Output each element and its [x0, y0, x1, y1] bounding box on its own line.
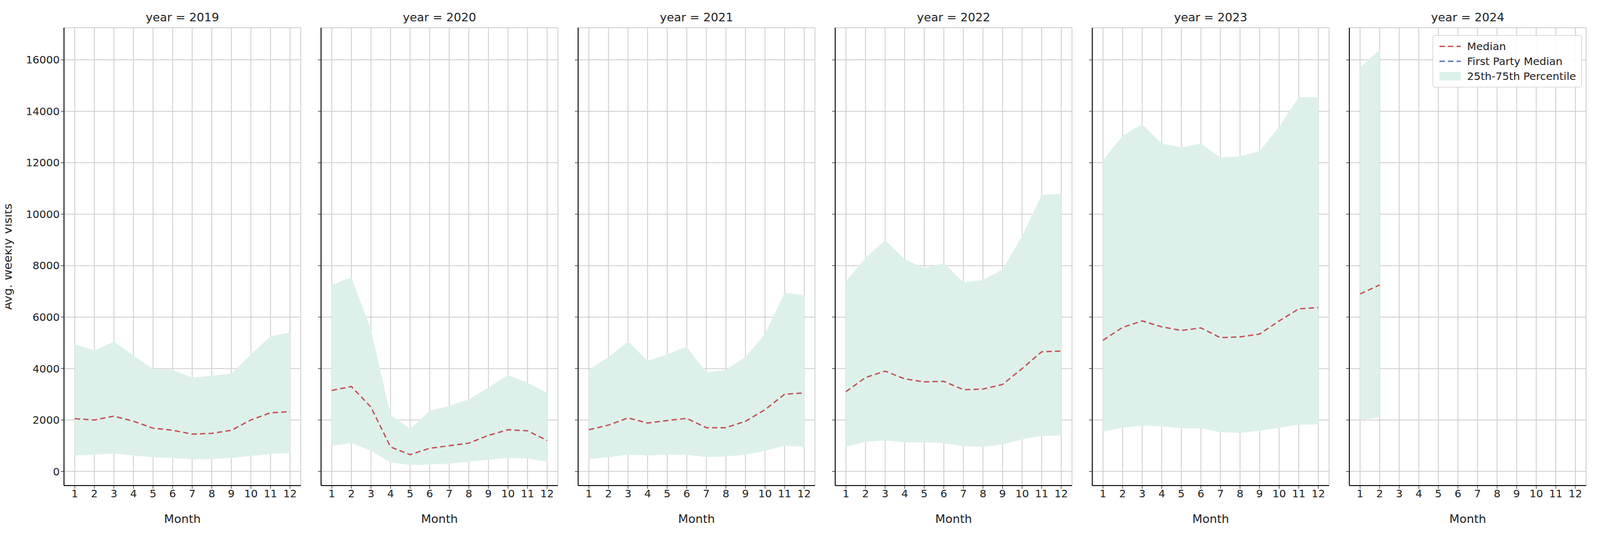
svg-text:5: 5 — [1435, 487, 1443, 501]
svg-text:3: 3 — [881, 487, 889, 501]
svg-text:6: 6 — [683, 487, 691, 501]
svg-text:3: 3 — [110, 487, 118, 501]
svg-text:9: 9 — [484, 487, 492, 501]
svg-text:Month: Month — [421, 512, 459, 526]
svg-text:12: 12 — [1568, 487, 1582, 501]
html-text:year = 2020: year = 2020 — [402, 10, 477, 24]
svg-text:3: 3 — [1138, 487, 1146, 501]
svg-text:3: 3 — [624, 487, 632, 501]
svg-text:8: 8 — [208, 487, 216, 501]
svg-text:11: 11 — [777, 487, 791, 501]
svg-text:8: 8 — [1236, 487, 1244, 501]
svg-text:0: 0 — [52, 465, 60, 479]
html-text:year = 2021: year = 2021 — [659, 10, 734, 24]
svg-text:7: 7 — [188, 487, 196, 501]
svg-text:2: 2 — [348, 487, 356, 501]
svg-text:11: 11 — [520, 487, 534, 501]
svg-text:9: 9 — [1513, 487, 1520, 501]
svg-text:2: 2 — [1376, 487, 1384, 501]
svg-text:2: 2 — [862, 487, 870, 501]
svg-text:6: 6 — [940, 487, 948, 501]
svg-text:2: 2 — [1119, 487, 1127, 501]
svg-text:4: 4 — [901, 487, 909, 501]
svg-text:9: 9 — [1256, 487, 1263, 501]
html-text:Median: Median — [1467, 40, 1506, 53]
svg-text:1: 1 — [585, 487, 593, 501]
svg-text:8: 8 — [979, 487, 987, 501]
svg-text:2: 2 — [91, 487, 99, 501]
svg-text:1: 1 — [1099, 487, 1107, 501]
svg-text:6: 6 — [1197, 487, 1205, 501]
svg-text:2000: 2000 — [32, 413, 60, 427]
html-text:year = 2019: year = 2019 — [145, 10, 220, 24]
svg-text:7: 7 — [1217, 487, 1224, 501]
svg-text:10: 10 — [1529, 487, 1543, 501]
svg-text:7: 7 — [702, 487, 710, 501]
svg-text:4: 4 — [130, 487, 138, 501]
svg-text:12000: 12000 — [25, 156, 60, 170]
svg-text:11: 11 — [1034, 487, 1048, 501]
html-text:year = 2024: year = 2024 — [1431, 10, 1505, 24]
svg-text:7: 7 — [445, 487, 453, 501]
svg-text:Month: Month — [1192, 512, 1230, 526]
svg-text:Avg. Weekly Visits: Avg. Weekly Visits — [5, 203, 15, 310]
svg-text:8: 8 — [465, 487, 473, 501]
svg-text:4: 4 — [1158, 487, 1166, 501]
svg-text:Month: Month — [935, 512, 973, 526]
svg-text:3: 3 — [1395, 487, 1403, 501]
svg-text:11: 11 — [1548, 487, 1563, 501]
svg-text:7: 7 — [960, 487, 967, 501]
svg-text:1: 1 — [1356, 487, 1364, 501]
svg-text:4: 4 — [387, 487, 395, 501]
svg-text:6: 6 — [169, 487, 176, 501]
svg-text:6: 6 — [426, 487, 434, 501]
svg-text:12: 12 — [1054, 487, 1068, 501]
svg-text:1: 1 — [71, 487, 79, 501]
svg-text:10: 10 — [758, 487, 772, 501]
svg-text:4: 4 — [1415, 487, 1423, 501]
svg-text:6000: 6000 — [32, 310, 60, 324]
svg-text:Month: Month — [1449, 512, 1487, 526]
html-text:year = 2022: year = 2022 — [916, 10, 991, 24]
html-text:First Party Median: First Party Median — [1467, 54, 1563, 68]
svg-text:10: 10 — [501, 487, 515, 501]
svg-text:10: 10 — [244, 487, 258, 501]
svg-text:5: 5 — [921, 487, 928, 501]
svg-text:4: 4 — [644, 487, 652, 501]
svg-text:8: 8 — [1493, 487, 1501, 501]
svg-text:10: 10 — [1015, 487, 1029, 501]
svg-text:3: 3 — [367, 487, 375, 501]
svg-text:5: 5 — [149, 487, 157, 501]
svg-text:10: 10 — [1272, 487, 1286, 501]
svg-text:12: 12 — [283, 487, 297, 501]
html-text:year = 2023: year = 2023 — [1174, 10, 1248, 24]
svg-text:8: 8 — [722, 487, 730, 501]
svg-text:9: 9 — [227, 487, 235, 501]
svg-text:11: 11 — [263, 487, 277, 501]
svg-text:12: 12 — [1311, 487, 1325, 501]
svg-text:12: 12 — [540, 487, 554, 501]
svg-text:1: 1 — [328, 487, 336, 501]
svg-text:Month: Month — [164, 512, 202, 526]
svg-text:4000: 4000 — [32, 362, 60, 376]
svg-text:5: 5 — [406, 487, 414, 501]
svg-text:2: 2 — [605, 487, 613, 501]
svg-text:12: 12 — [797, 487, 811, 501]
svg-text:9: 9 — [741, 487, 749, 501]
svg-text:Month: Month — [678, 512, 716, 526]
svg-text:6: 6 — [1454, 487, 1462, 501]
svg-text:8000: 8000 — [32, 259, 60, 272]
svg-text:9: 9 — [998, 487, 1006, 501]
html-text:25th-75th Percentile: 25th-75th Percentile — [1467, 69, 1576, 83]
svg-text:14000: 14000 — [25, 105, 60, 118]
svg-text:11: 11 — [1291, 487, 1306, 501]
svg-text:7: 7 — [1474, 487, 1482, 501]
svg-text:5: 5 — [1178, 487, 1186, 501]
svg-text:10000: 10000 — [25, 208, 60, 221]
svg-text:1: 1 — [842, 487, 850, 501]
svg-text:16000: 16000 — [25, 53, 60, 67]
svg-text:5: 5 — [664, 487, 671, 501]
